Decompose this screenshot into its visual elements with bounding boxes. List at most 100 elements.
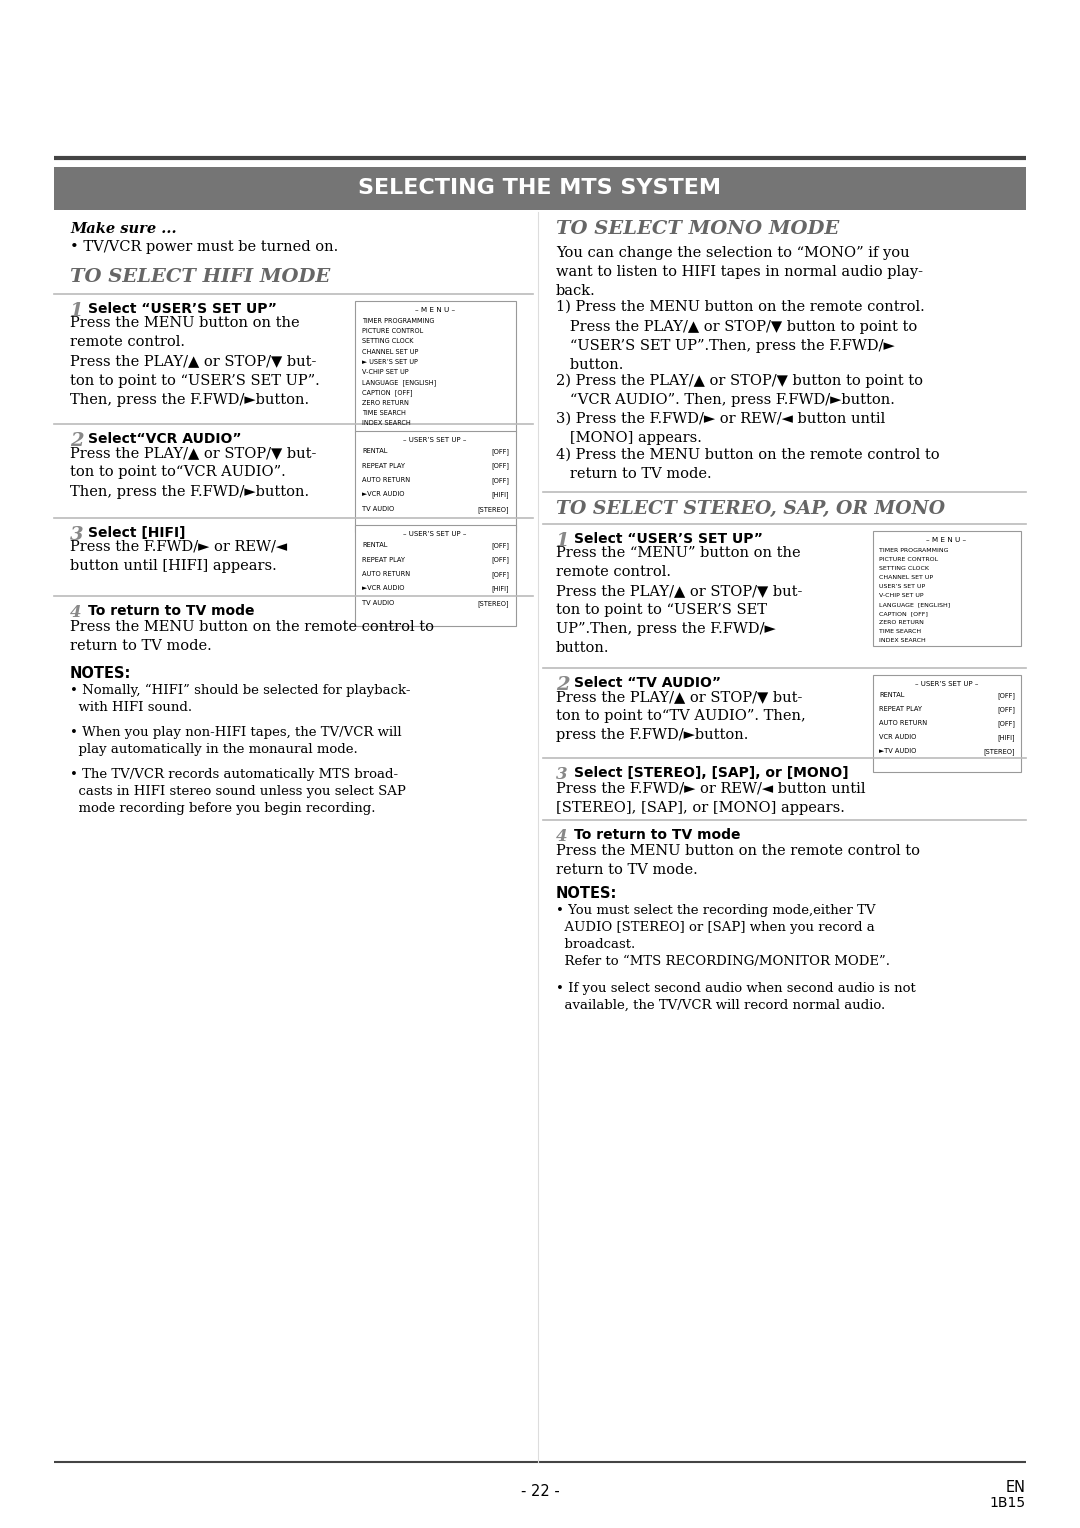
Text: 1) Press the MENU button on the remote control.: 1) Press the MENU button on the remote c… <box>556 299 924 313</box>
Text: Select “USER’S SET UP”: Select “USER’S SET UP” <box>573 532 762 545</box>
Text: Press the MENU button on the remote control to
return to TV mode.: Press the MENU button on the remote cont… <box>556 843 920 877</box>
Text: TO SELECT HIFI MODE: TO SELECT HIFI MODE <box>70 267 330 286</box>
Text: CAPTION  [OFF]: CAPTION [OFF] <box>879 611 928 616</box>
Text: LANGUAGE  [ENGLISH]: LANGUAGE [ENGLISH] <box>362 379 436 387</box>
Text: TV AUDIO: TV AUDIO <box>362 601 394 607</box>
Text: EN: EN <box>1005 1481 1026 1494</box>
Text: [STEREO]: [STEREO] <box>477 506 509 513</box>
Text: [HIFI]: [HIFI] <box>997 733 1015 741</box>
Text: 1B15: 1B15 <box>990 1496 1026 1510</box>
Text: - 22 -: - 22 - <box>521 1484 559 1499</box>
Text: ► USER’S SET UP: ► USER’S SET UP <box>362 359 418 365</box>
Text: Select “USER’S SET UP”: Select “USER’S SET UP” <box>87 303 276 316</box>
Text: SETTING CLOCK: SETTING CLOCK <box>879 565 929 571</box>
Text: • If you select second audio when second audio is not
  available, the TV/VCR wi: • If you select second audio when second… <box>556 983 916 1012</box>
Text: PICTURE CONTROL: PICTURE CONTROL <box>362 329 423 335</box>
Text: 2: 2 <box>70 432 83 451</box>
Text: LANGUAGE  [ENGLISH]: LANGUAGE [ENGLISH] <box>879 602 950 607</box>
Text: – USER’S SET UP –: – USER’S SET UP – <box>403 532 467 536</box>
Text: REPEAT PLAY: REPEAT PLAY <box>362 463 405 469</box>
Text: USER’S SET UP: USER’S SET UP <box>879 584 926 588</box>
FancyBboxPatch shape <box>54 167 1026 209</box>
Text: [STEREO]: [STEREO] <box>984 749 1015 755</box>
Text: INDEX SEARCH: INDEX SEARCH <box>362 420 410 426</box>
FancyBboxPatch shape <box>354 524 515 625</box>
Text: AUTO RETURN: AUTO RETURN <box>879 720 927 726</box>
Text: NOTES:: NOTES: <box>70 666 132 681</box>
Text: Press the MENU button on the
remote control.
Press the PLAY/▲ or STOP/▼ but-
ton: Press the MENU button on the remote cont… <box>70 316 320 406</box>
Text: REPEAT PLAY: REPEAT PLAY <box>879 706 922 712</box>
Text: CHANNEL SET UP: CHANNEL SET UP <box>362 348 418 354</box>
Text: [HIFI]: [HIFI] <box>491 585 509 593</box>
Text: 4: 4 <box>556 828 568 845</box>
Text: REPEAT PLAY: REPEAT PLAY <box>362 556 405 562</box>
Text: 2) Press the PLAY/▲ or STOP/▼ button to point to
   “VCR AUDIO”. Then, press F.F: 2) Press the PLAY/▲ or STOP/▼ button to … <box>556 374 923 408</box>
Text: – M E N U –: – M E N U – <box>927 536 967 542</box>
Text: Select “TV AUDIO”: Select “TV AUDIO” <box>573 675 721 691</box>
Text: TO SELECT STEREO, SAP, OR MONO: TO SELECT STEREO, SAP, OR MONO <box>556 500 945 518</box>
Text: TIMER PROGRAMMING: TIMER PROGRAMMING <box>362 318 434 324</box>
Text: 3: 3 <box>556 766 568 782</box>
Text: PICTURE CONTROL: PICTURE CONTROL <box>879 558 939 562</box>
Text: 1: 1 <box>556 532 569 550</box>
Text: 4: 4 <box>70 604 82 620</box>
Text: Press the PLAY/▲ or STOP/▼ but-
ton to point to“TV AUDIO”. Then,
press the F.FWD: Press the PLAY/▲ or STOP/▼ but- ton to p… <box>556 691 806 743</box>
Text: TIME SEARCH: TIME SEARCH <box>879 630 921 634</box>
Text: 2: 2 <box>556 675 569 694</box>
Text: • When you play non-HIFI tapes, the TV/VCR will
  play automatically in the mona: • When you play non-HIFI tapes, the TV/V… <box>70 726 402 756</box>
Text: ►VCR AUDIO: ►VCR AUDIO <box>362 585 405 591</box>
Text: NOTES:: NOTES: <box>556 886 618 902</box>
Text: ►TV AUDIO: ►TV AUDIO <box>879 749 916 753</box>
Text: • TV/VCR power must be turned on.: • TV/VCR power must be turned on. <box>70 240 338 254</box>
Text: Make sure ...: Make sure ... <box>70 222 177 235</box>
Text: V-CHIP SET UP: V-CHIP SET UP <box>879 593 923 597</box>
Text: 3: 3 <box>70 526 83 544</box>
Text: You can change the selection to “MONO” if you
want to listen to HIFI tapes in no: You can change the selection to “MONO” i… <box>556 246 923 298</box>
FancyBboxPatch shape <box>354 431 515 532</box>
Text: – M E N U –: – M E N U – <box>415 307 455 313</box>
Text: To return to TV mode: To return to TV mode <box>573 828 741 842</box>
Text: AUTO RETURN: AUTO RETURN <box>362 477 410 483</box>
Text: Select [STEREO], [SAP], or [MONO]: Select [STEREO], [SAP], or [MONO] <box>573 766 849 779</box>
Text: – USER’S SET UP –: – USER’S SET UP – <box>403 437 467 443</box>
Text: [OFF]: [OFF] <box>997 692 1015 698</box>
Text: [OFF]: [OFF] <box>491 542 509 549</box>
Text: Press the F.FWD/► or REW/◄ button until
[STEREO], [SAP], or [MONO] appears.: Press the F.FWD/► or REW/◄ button until … <box>556 782 865 814</box>
Text: CHANNEL SET UP: CHANNEL SET UP <box>879 575 933 581</box>
Text: RENTAL: RENTAL <box>879 692 904 698</box>
Text: CAPTION  [OFF]: CAPTION [OFF] <box>362 390 413 396</box>
FancyBboxPatch shape <box>873 530 1021 645</box>
Text: [OFF]: [OFF] <box>491 556 509 564</box>
Text: Press the MENU button on the remote control to
return to TV mode.: Press the MENU button on the remote cont… <box>70 620 434 654</box>
Text: TIMER PROGRAMMING: TIMER PROGRAMMING <box>879 549 948 553</box>
Text: 4) Press the MENU button on the remote control to
   return to TV mode.: 4) Press the MENU button on the remote c… <box>556 448 940 481</box>
Text: [OFF]: [OFF] <box>997 720 1015 727</box>
Text: INDEX SEARCH: INDEX SEARCH <box>879 639 926 643</box>
FancyBboxPatch shape <box>354 301 515 431</box>
Text: • Nomally, “HIFI” should be selected for playback-
  with HIFI sound.: • Nomally, “HIFI” should be selected for… <box>70 685 410 714</box>
Text: RENTAL: RENTAL <box>362 448 388 454</box>
Text: • The TV/VCR records automatically MTS broad-
  casts in HIFI stereo sound unles: • The TV/VCR records automatically MTS b… <box>70 769 406 814</box>
Text: ZERO RETURN: ZERO RETURN <box>879 620 923 625</box>
Text: TO SELECT MONO MODE: TO SELECT MONO MODE <box>556 220 839 238</box>
Text: [OFF]: [OFF] <box>491 448 509 455</box>
Text: ZERO RETURN: ZERO RETURN <box>362 400 409 405</box>
Text: • You must select the recording mode,either TV
  AUDIO [STEREO] or [SAP] when yo: • You must select the recording mode,eit… <box>556 905 890 969</box>
Text: RENTAL: RENTAL <box>362 542 388 549</box>
Text: [OFF]: [OFF] <box>491 463 509 469</box>
Text: [OFF]: [OFF] <box>997 706 1015 712</box>
Text: Press the PLAY/▲ or STOP/▼ but-
ton to point to“VCR AUDIO”.
Then, press the F.FW: Press the PLAY/▲ or STOP/▼ but- ton to p… <box>70 446 316 498</box>
Text: AUTO RETURN: AUTO RETURN <box>362 571 410 578</box>
Text: Press the F.FWD/► or REW/◄
button until [HIFI] appears.: Press the F.FWD/► or REW/◄ button until … <box>70 539 287 573</box>
Text: 3) Press the F.FWD/► or REW/◄ button until
   [MONO] appears.: 3) Press the F.FWD/► or REW/◄ button unt… <box>556 413 886 445</box>
Text: V-CHIP SET UP: V-CHIP SET UP <box>362 368 408 374</box>
Text: [STEREO]: [STEREO] <box>477 601 509 607</box>
Text: SELECTING THE MTS SYSTEM: SELECTING THE MTS SYSTEM <box>359 179 721 199</box>
FancyBboxPatch shape <box>873 674 1021 772</box>
Text: Press the PLAY/▲ or STOP/▼ button to point to
   “USER’S SET UP”.Then, press the: Press the PLAY/▲ or STOP/▼ button to poi… <box>556 319 917 371</box>
Text: Press the “MENU” button on the
remote control.
Press the PLAY/▲ or STOP/▼ but-
t: Press the “MENU” button on the remote co… <box>556 545 802 656</box>
Text: SETTING CLOCK: SETTING CLOCK <box>362 338 414 344</box>
Text: [HIFI]: [HIFI] <box>491 492 509 498</box>
Text: ►VCR AUDIO: ►VCR AUDIO <box>362 492 405 498</box>
Text: TV AUDIO: TV AUDIO <box>362 506 394 512</box>
